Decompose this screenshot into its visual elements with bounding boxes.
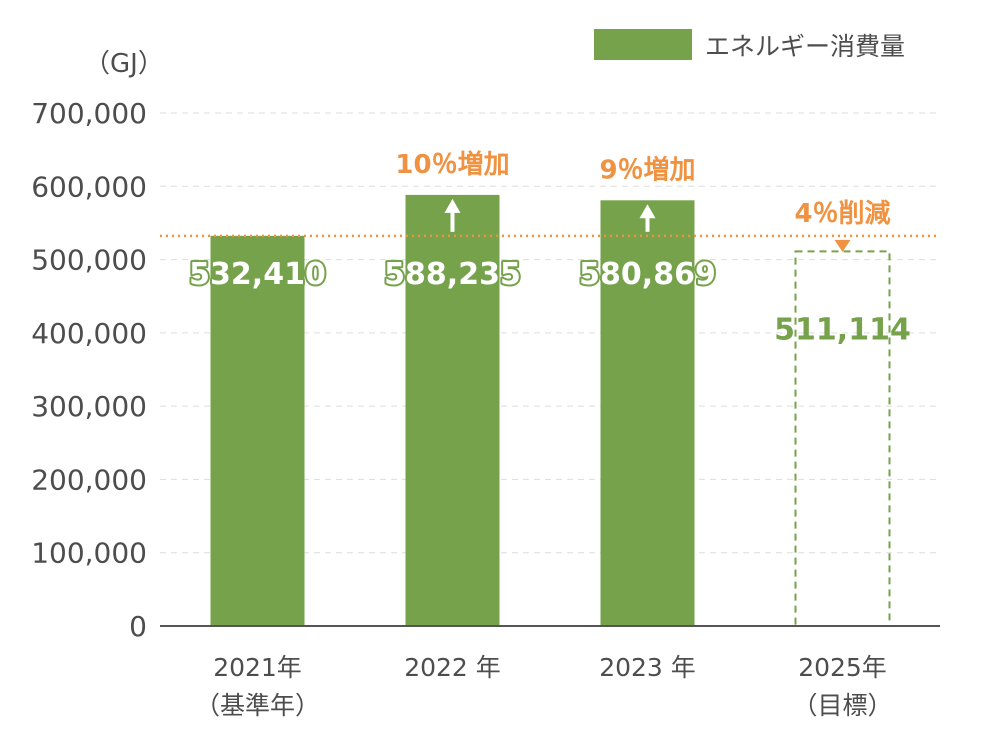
increase-arrowhead (444, 198, 461, 213)
y-tick-label: 0 (129, 610, 147, 643)
value-label: 532,410 (189, 257, 326, 292)
y-tick-label: 700,000 (31, 97, 147, 130)
value-label: 580,869 (579, 257, 716, 292)
change-annotation: 4％削減 (794, 199, 890, 229)
x-category-label: 2025年 (798, 653, 887, 682)
y-axis-unit: （GJ） (84, 49, 164, 79)
y-tick-label: 100,000 (31, 537, 147, 570)
x-category-sublabel: （基準年） (195, 691, 320, 720)
x-category-label: 2022 年 (404, 653, 501, 682)
bar (405, 194, 500, 626)
value-label: 588,235 (384, 257, 521, 292)
bar (210, 235, 305, 627)
y-tick-label: 300,000 (31, 390, 147, 423)
target-bar (794, 250, 891, 627)
legend-label: エネルギー消費量 (705, 32, 905, 61)
y-tick-label: 400,000 (31, 317, 147, 350)
decrease-arrowhead (834, 239, 851, 252)
y-tick-label: 200,000 (31, 463, 147, 496)
value-label: 511,114 (774, 312, 911, 347)
change-annotation: 9％増加 (599, 155, 695, 185)
legend-swatch (594, 29, 692, 60)
y-tick-label: 600,000 (31, 170, 147, 203)
change-annotation: 10％増加 (395, 150, 509, 180)
y-tick-label: 500,000 (31, 244, 147, 277)
x-category-label: 2023 年 (599, 653, 696, 682)
increase-arrowhead (639, 204, 656, 219)
x-category-sublabel: （目標） (792, 691, 892, 720)
x-category-label: 2021年 (213, 653, 302, 682)
bar (600, 200, 695, 626)
